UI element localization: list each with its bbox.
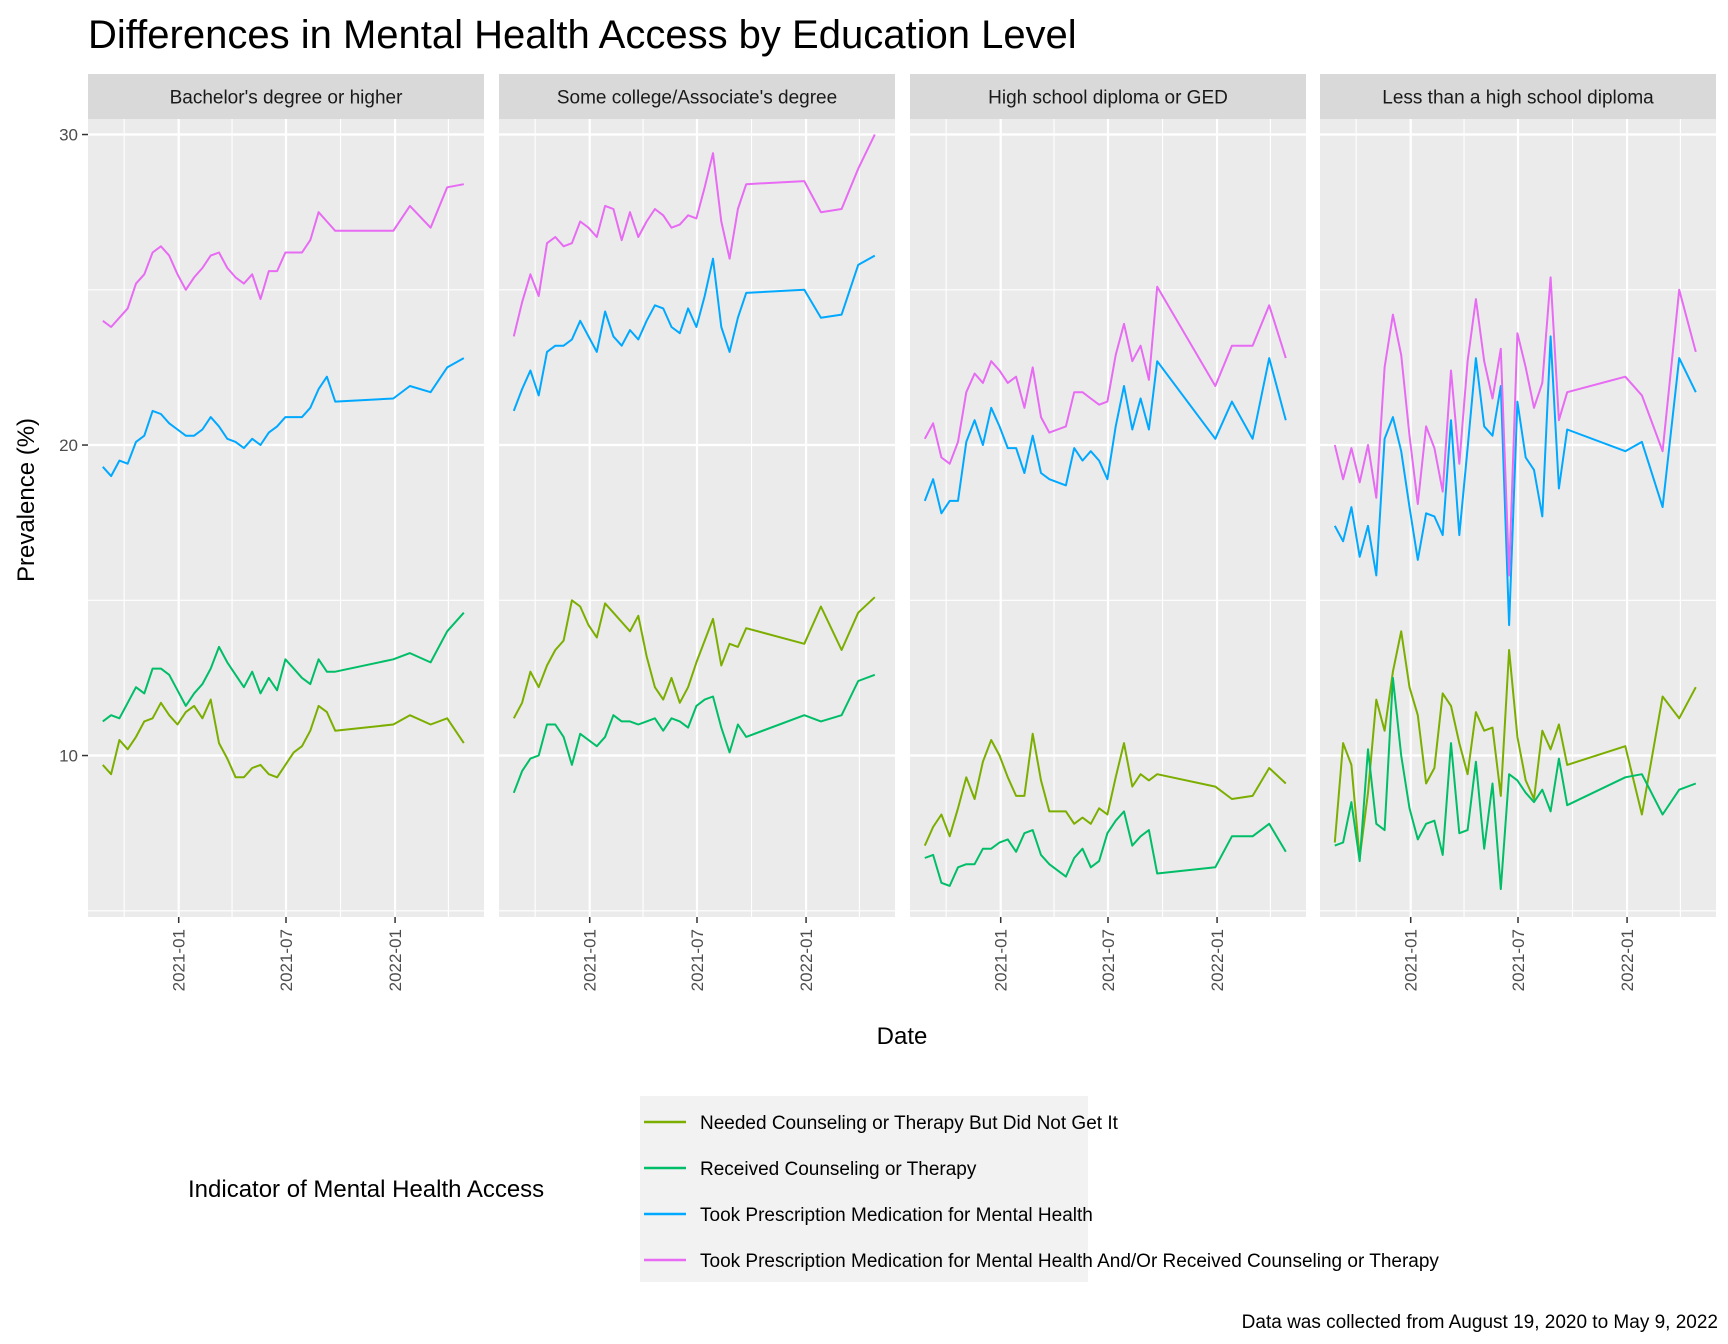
- x-tick-label: 2022-01: [1208, 929, 1227, 991]
- x-tick-label: 2021-01: [581, 929, 600, 991]
- y-tick-label: 20: [59, 436, 78, 455]
- x-tick-label: 2022-01: [386, 929, 405, 991]
- x-tick-label: 2021-01: [992, 929, 1011, 991]
- x-tick-label: 2021-07: [1099, 929, 1118, 991]
- panel-3: High school diploma or GED 2021-01 2021-07…: [910, 74, 1306, 991]
- series-line-prescription: [512, 254, 876, 412]
- series-line-either: [102, 183, 464, 328]
- x-axis-title: Date: [877, 1023, 928, 1050]
- series-line-received: [512, 673, 876, 794]
- panel-4: Less than a high school diploma 2021-01 20…: [1320, 74, 1716, 991]
- panels: Bachelor's degree or higher 2021-01 2021-0…: [88, 74, 1716, 991]
- legend-label-prescription: Took Prescription Medication for Mental …: [700, 1205, 1093, 1226]
- facet-strip: [88, 74, 484, 119]
- facet-label: Some college/Associate's degree: [557, 88, 837, 109]
- x-tick-label: 2021-07: [688, 929, 707, 991]
- legend-label-either: Took Prescription Medication for Mental …: [700, 1251, 1439, 1272]
- x-tick-label: 2022-01: [797, 929, 816, 991]
- legend-title: Indicator of Mental Health Access: [188, 1176, 544, 1203]
- series-line-needed: [512, 596, 876, 719]
- series-line-either: [512, 134, 876, 337]
- series-line-received: [102, 612, 465, 723]
- y-tick-label: 30: [59, 126, 78, 145]
- series-line-either: [923, 285, 1287, 465]
- series-line-needed: [1333, 630, 1697, 859]
- legend-label-needed: Needed Counseling or Therapy But Did Not…: [700, 1113, 1119, 1134]
- legend-key-background: [640, 1096, 1088, 1282]
- chart-title: Differences in Mental Health Access by E…: [88, 13, 1077, 57]
- facet-label: Less than a high school diploma: [1382, 88, 1654, 109]
- y-axis-title: Prevalence (%): [13, 418, 40, 582]
- y-tick-label: 10: [59, 747, 78, 766]
- x-tick-label: 2021-07: [1509, 929, 1528, 991]
- series-line-received: [924, 810, 1287, 887]
- facet-label: Bachelor's degree or higher: [170, 88, 403, 109]
- facet-label: High school diploma or GED: [988, 88, 1228, 109]
- x-tick-label: 2022-01: [1618, 929, 1637, 991]
- series-line-needed: [102, 698, 465, 779]
- facet-strip: [1320, 74, 1716, 119]
- series-line-prescription: [1333, 335, 1697, 627]
- y-axis: 10 20 30: [59, 126, 88, 766]
- series-line-prescription: [923, 357, 1287, 515]
- series-line-prescription: [102, 357, 465, 478]
- panel-1: Bachelor's degree or higher 2021-01 2021-0…: [88, 74, 484, 991]
- x-tick-label: 2021-07: [277, 929, 296, 991]
- legend-label-received: Received Counseling or Therapy: [700, 1159, 977, 1180]
- series-line-received: [1334, 676, 1697, 891]
- facet-strip: [499, 74, 895, 119]
- x-tick-label: 2021-01: [1402, 929, 1421, 991]
- series-line-either: [1333, 276, 1697, 577]
- panel-2: Some college/Associate's degree 2021-01 20…: [499, 74, 895, 991]
- facet-strip: [910, 74, 1306, 119]
- legend: Indicator of Mental Health Access Needed…: [188, 1096, 1439, 1282]
- x-tick-label: 2021-01: [170, 929, 189, 991]
- series-line-needed: [923, 732, 1287, 847]
- chart-caption: Data was collected from August 19, 2020 …: [1242, 1312, 1718, 1333]
